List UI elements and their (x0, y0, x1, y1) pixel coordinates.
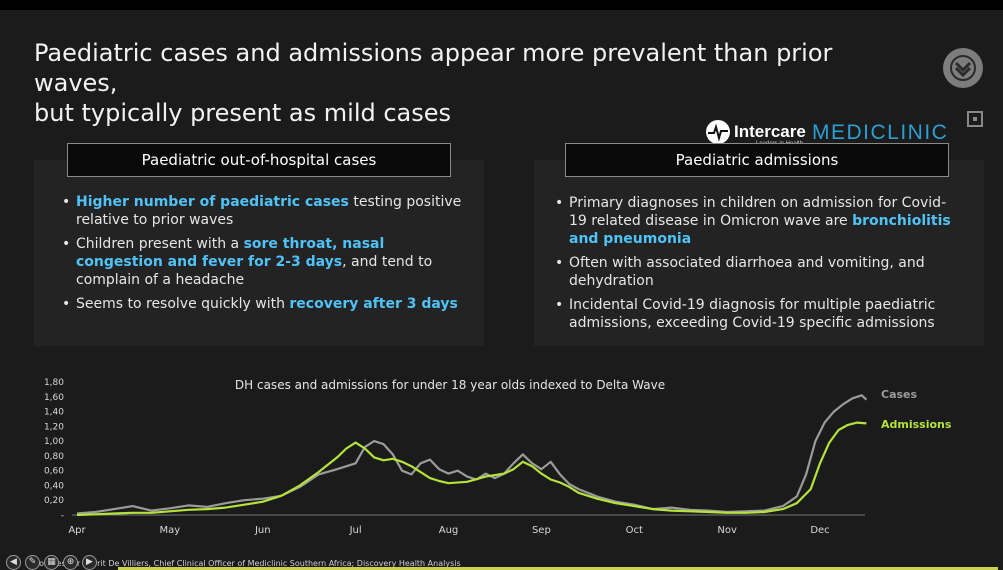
y-tick-label: 1,60 (44, 393, 64, 403)
x-tick-label: Aug (439, 525, 459, 536)
x-tick-label: Jul (349, 525, 362, 536)
x-tick-label: Nov (717, 525, 737, 536)
discovery-chevron-icon (950, 55, 976, 81)
list-item: Higher number of paediatric cases testin… (62, 193, 462, 229)
series-line-admissions (76, 421, 867, 517)
slide-title-line-1: Paediatric cases and admissions appear m… (34, 39, 833, 97)
progress-line (118, 567, 998, 570)
series-line-cases (76, 394, 868, 515)
legend-label-cases: Cases (881, 388, 918, 401)
right-panel-bullets: Primary diagnoses in children on admissi… (555, 194, 963, 338)
slide: Paediatric cases and admissions appear m… (0, 10, 1003, 570)
y-tick-label: 1,00 (44, 437, 64, 447)
pen-tool-button[interactable]: ✎ (25, 554, 40, 570)
previous-slide-button[interactable]: ◀ (6, 554, 21, 570)
y-tick-label: 0,40 (44, 481, 64, 491)
y-tick-label: - (61, 511, 64, 521)
left-panel-bullets: Higher number of paediatric cases testin… (62, 193, 462, 319)
y-tick-label: 0,60 (44, 467, 64, 477)
discovery-logo-icon (943, 48, 983, 88)
next-slide-button[interactable]: ▶ (82, 554, 97, 570)
mediclinic-logo-text: MEDICLINIC (812, 121, 949, 144)
chart-title: DH cases and admissions for under 18 yea… (234, 378, 666, 392)
list-item: Often with associated diarrhoea and vomi… (555, 254, 963, 290)
x-tick-label: Apr (68, 525, 86, 536)
x-tick-label: Dec (810, 525, 829, 536)
list-item: Incidental Covid-19 diagnosis for multip… (555, 296, 963, 332)
list-item: Children present with a sore throat, nas… (62, 235, 462, 289)
y-tick-label: 0,80 (44, 452, 64, 462)
zoom-button[interactable]: ⊕ (63, 554, 78, 570)
slides-grid-button[interactable]: ▦ (44, 554, 59, 570)
slide-title: Paediatric cases and admissions appear m… (34, 38, 914, 128)
left-panel-heading: Paediatric out-of-hospital cases (67, 143, 451, 177)
mediclinic-mark-icon (966, 110, 984, 132)
y-tick-label: 1,80 (44, 378, 64, 388)
list-item: Primary diagnoses in children on admissi… (555, 194, 963, 248)
line-chart: - 0,20 0,40 0,60 0,80 1,00 1,20 1,40 1,60 1,80 Apr… (44, 378, 952, 536)
x-tick-label: Oct (626, 525, 643, 536)
slideshow-controls: ◀ ✎ ▦ ⊕ ▶ (6, 554, 97, 570)
list-item: Seems to resolve quickly with recovery a… (62, 295, 462, 313)
x-tick-label: Jun (254, 525, 271, 536)
window-top-bar (0, 0, 1003, 10)
legend-label-admissions: Admissions (881, 418, 952, 431)
y-tick-label: 1,20 (44, 422, 64, 432)
intercare-logo-icon (704, 118, 732, 146)
x-tick-label: May (160, 525, 181, 536)
x-tick-label: Sep (532, 525, 551, 536)
y-tick-label: 0,20 (44, 496, 64, 506)
y-tick-label: 1,40 (44, 408, 64, 418)
right-panel-heading: Paediatric admissions (565, 143, 949, 177)
intercare-logo-text: Intercare (734, 122, 806, 141)
slide-title-line-2: but typically present as mild cases (34, 99, 452, 127)
source-note: Sources: Dr Gerrit De Villiers, Chief Cl… (34, 559, 461, 568)
